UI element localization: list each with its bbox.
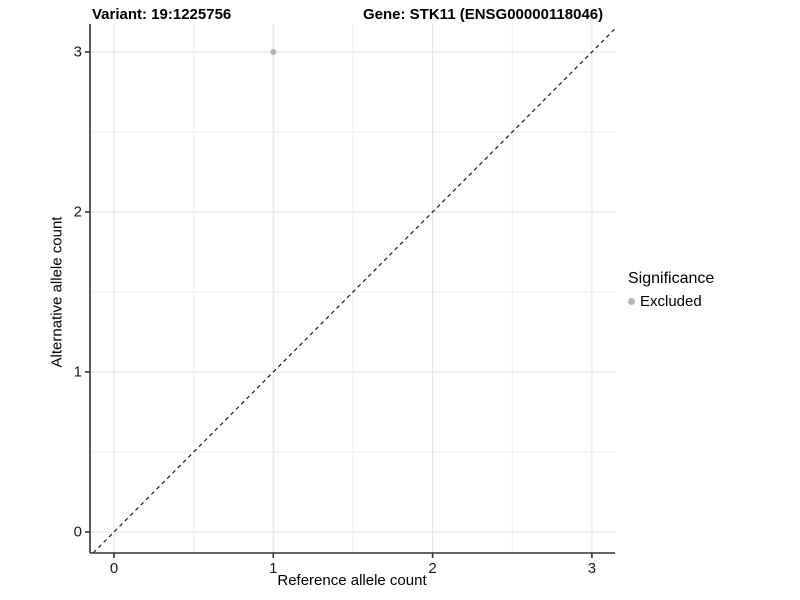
- y-tick-label: 0: [73, 523, 82, 541]
- y-tick-label: 1: [73, 363, 82, 381]
- y-axis-label: Alternative allele count: [48, 216, 66, 368]
- legend-title: Significance: [628, 270, 715, 287]
- identity-reference-line: [92, 28, 616, 554]
- legend-item-excluded: Excluded: [628, 293, 714, 310]
- x-tick-label: 1: [269, 560, 278, 577]
- y-tick-label: 3: [73, 43, 82, 61]
- legend: Significance Excluded: [628, 270, 714, 310]
- y-tick-label: 2: [73, 203, 82, 221]
- excluded-point-icon: [628, 298, 635, 305]
- plot-title-variant: Variant: 19:1225756: [92, 6, 232, 23]
- legend-item-label: Excluded: [640, 293, 702, 310]
- plot-title-gene: Gene: STK11 (ENSG00000118046): [363, 6, 604, 23]
- data-point: [270, 49, 277, 55]
- x-tick-label: 2: [428, 560, 437, 577]
- x-tick-label: 3: [587, 560, 597, 577]
- x-tick-label: 0: [109, 560, 119, 577]
- x-axis-label: Reference allele count: [277, 572, 427, 589]
